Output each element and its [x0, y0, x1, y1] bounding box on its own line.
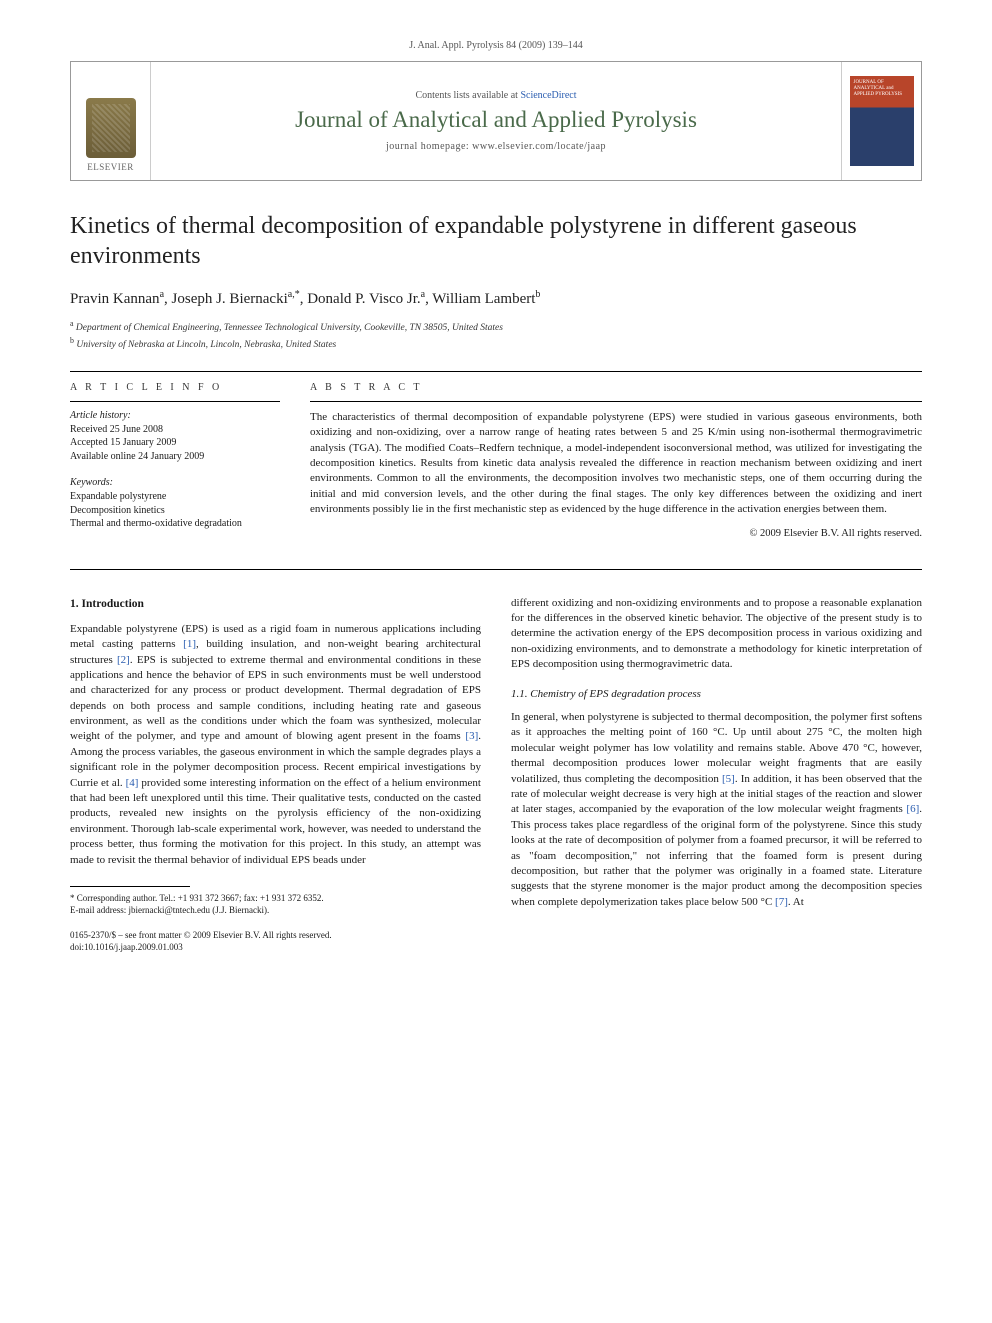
subsection-heading: 1.1. Chemistry of EPS degradation proces…: [511, 687, 922, 702]
footer-line1: 0165-2370/$ – see front matter © 2009 El…: [70, 930, 481, 942]
sciencedirect-link[interactable]: ScienceDirect: [520, 90, 576, 101]
footnote-separator: [70, 886, 190, 887]
journal-title: Journal of Analytical and Applied Pyroly…: [295, 107, 697, 133]
journal-cover-icon: [850, 76, 914, 166]
publisher-name: ELSEVIER: [87, 162, 134, 172]
affiliations: a Department of Chemical Engineering, Te…: [70, 318, 922, 353]
footer-doi[interactable]: doi:10.1016/j.jaap.2009.01.003: [70, 942, 481, 954]
intro-para: Expandable polystyrene (EPS) is used as …: [70, 622, 481, 868]
author-list: Pravin Kannana, Joseph J. Biernackia,*, …: [70, 289, 922, 308]
abstract-label: A B S T R A C T: [310, 382, 922, 393]
homepage-prefix: journal homepage:: [386, 141, 472, 152]
article-info-label: A R T I C L E I N F O: [70, 382, 280, 393]
column-left: 1. Introduction Expandable polystyrene (…: [70, 596, 481, 954]
article-title: Kinetics of thermal decomposition of exp…: [70, 211, 922, 271]
journal-header: ELSEVIER Contents lists available at Sci…: [70, 61, 922, 181]
affiliation-b-text: University of Nebraska at Lincoln, Linco…: [76, 341, 336, 351]
journal-cover-thumb: [841, 62, 921, 180]
footer-block: 0165-2370/$ – see front matter © 2009 El…: [70, 930, 481, 953]
intro-heading: 1. Introduction: [70, 596, 481, 612]
elsevier-tree-icon: [86, 98, 136, 158]
col2-para1: different oxidizing and non-oxidizing en…: [511, 596, 922, 673]
email-text[interactable]: E-mail address: jbiernacki@tntech.edu (J…: [70, 905, 269, 915]
affiliation-a: a Department of Chemical Engineering, Te…: [70, 318, 922, 335]
history-received: Received 25 June 2008: [70, 423, 280, 437]
corresponding-author-note: * Corresponding author. Tel.: +1 931 372…: [70, 893, 481, 905]
running-head: J. Anal. Appl. Pyrolysis 84 (2009) 139–1…: [70, 40, 922, 51]
affiliation-a-text: Department of Chemical Engineering, Tenn…: [76, 323, 503, 333]
affiliation-b: b University of Nebraska at Lincoln, Lin…: [70, 335, 922, 352]
keyword-3: Thermal and thermo-oxidative degradation: [70, 517, 280, 531]
page-container: J. Anal. Appl. Pyrolysis 84 (2009) 139–1…: [0, 0, 992, 994]
keyword-2: Decomposition kinetics: [70, 504, 280, 518]
email-note: E-mail address: jbiernacki@tntech.edu (J…: [70, 905, 481, 917]
history-online: Available online 24 January 2009: [70, 450, 280, 464]
abstract-rule: [310, 401, 922, 402]
publisher-logo-block: ELSEVIER: [71, 62, 151, 180]
contents-line: Contents lists available at ScienceDirec…: [415, 90, 576, 101]
info-abstract-row: A R T I C L E I N F O Article history: R…: [70, 382, 922, 539]
journal-homepage: journal homepage: www.elsevier.com/locat…: [386, 141, 606, 152]
abstract-copyright: © 2009 Elsevier B.V. All rights reserved…: [310, 528, 922, 539]
history-label: Article history:: [70, 410, 280, 421]
body-columns: 1. Introduction Expandable polystyrene (…: [70, 596, 922, 954]
column-right: different oxidizing and non-oxidizing en…: [511, 596, 922, 954]
keywords-label: Keywords:: [70, 477, 280, 488]
contents-prefix: Contents lists available at: [415, 90, 520, 101]
info-rule: [70, 401, 280, 402]
keyword-1: Expandable polystyrene: [70, 490, 280, 504]
header-center: Contents lists available at ScienceDirec…: [151, 62, 841, 180]
article-info-col: A R T I C L E I N F O Article history: R…: [70, 382, 280, 539]
abstract-col: A B S T R A C T The characteristics of t…: [310, 382, 922, 539]
homepage-url[interactable]: www.elsevier.com/locate/jaap: [472, 141, 606, 152]
history-accepted: Accepted 15 January 2009: [70, 436, 280, 450]
rule-top: [70, 371, 922, 372]
rule-bottom: [70, 569, 922, 570]
col2-para2: In general, when polystyrene is subjecte…: [511, 710, 922, 910]
abstract-text: The characteristics of thermal decomposi…: [310, 410, 922, 518]
